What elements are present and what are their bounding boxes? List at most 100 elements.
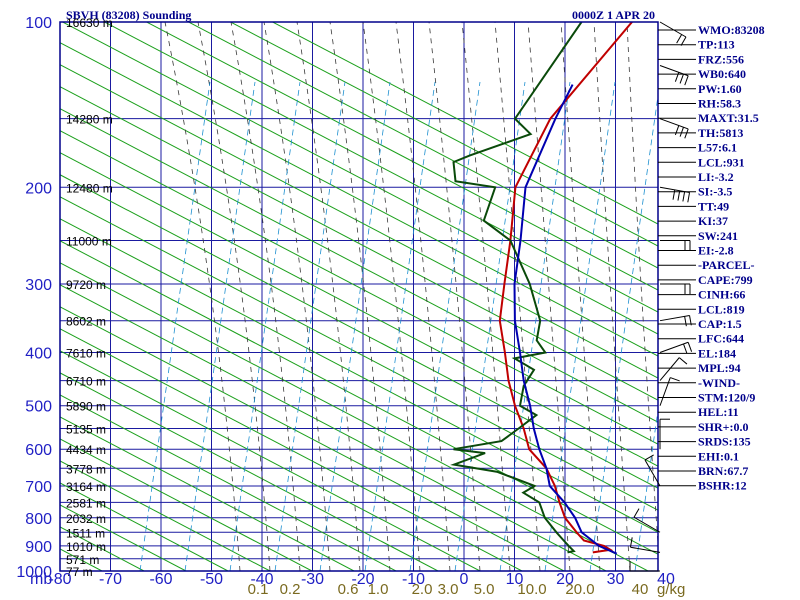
- dry-adiabat-line: [271, 22, 658, 225]
- wind-barb-flag: [684, 75, 689, 86]
- height-label: 11000 m: [66, 234, 112, 248]
- mixing-ratio-line: [184, 81, 256, 571]
- dry-adiabat-line: [229, 22, 658, 247]
- index-entry: HEL:11: [698, 405, 739, 419]
- wind-barb-flag: [678, 357, 688, 365]
- wind-barb-staff: [633, 516, 661, 533]
- height-label: 2032 m: [66, 512, 106, 526]
- mixing-ratio-label: 0.6: [338, 581, 359, 598]
- moist-adiabat-line: [494, 22, 541, 571]
- height-label: 5135 m: [66, 422, 106, 436]
- index-entry: SW:241: [698, 229, 738, 243]
- wind-barb-flag: [682, 191, 686, 202]
- mixing-ratio-unit-label: g/kg: [657, 581, 685, 598]
- height-label: 6710 m: [66, 375, 106, 389]
- mixing-ratio-line: [364, 81, 436, 571]
- wind-barb-flag: [679, 127, 684, 137]
- mixing-ratio-label: 3.0: [438, 581, 459, 598]
- dry-adiabat-line: [60, 42, 658, 357]
- dry-adiabat-line: [60, 108, 658, 423]
- height-label: 4434 m: [66, 443, 106, 457]
- wind-barb-flag: [676, 34, 683, 44]
- pressure-tick-label: 400: [25, 346, 52, 363]
- pressure-tick-label: 200: [25, 180, 52, 197]
- pressure-tick-labels: 100 200 300 400 500 600 700 800 900 1000: [16, 15, 52, 581]
- dry-adiabat-line: [60, 196, 658, 511]
- plot-frame: [59, 21, 659, 572]
- dry-adiabat-line: [60, 372, 439, 571]
- mixing-ratio-line: [499, 81, 571, 571]
- mixing-ratio-line: [139, 81, 211, 571]
- temperature-tick-label: 10: [506, 571, 524, 588]
- index-entry: WMO:83208: [698, 23, 765, 37]
- height-label: 1511 m: [66, 526, 105, 540]
- index-entry: LCL:819: [698, 302, 745, 316]
- wind-barb-staff: [659, 357, 680, 381]
- wind-barb-staff: [630, 546, 661, 553]
- moist-adiabat-line: [428, 22, 481, 571]
- index-entry: L57:6.1: [698, 141, 737, 155]
- index-entry: PW:1.60: [698, 82, 742, 96]
- pressure-tick-label: 800: [25, 511, 52, 528]
- dry-adiabat-line: [61, 22, 658, 335]
- index-entry: BSHR:12: [698, 479, 747, 493]
- mixing-ratio-label: 0.1: [248, 581, 269, 598]
- dry-adiabat-line: [60, 350, 481, 571]
- dry-adiabat-line: [60, 130, 658, 445]
- wind-barb-flag: [629, 537, 633, 548]
- moist-adiabat-line: [626, 22, 658, 549]
- pressure-tick-label: 900: [25, 539, 52, 556]
- height-label: 77 m: [66, 565, 93, 579]
- mixing-ratio-label: 1.0: [368, 581, 389, 598]
- moist-adiabat-line: [395, 22, 451, 571]
- pressure-tick-label: 1000: [16, 564, 52, 581]
- mixing-ratio-labels: 0.1 0.2 0.6 1.0 2.0 3.0 5.0 10.0 20.0 40: [248, 581, 649, 598]
- wind-barb-flag: [687, 342, 693, 352]
- mixing-ratio-label: 0.2: [280, 581, 301, 598]
- height-labels: 16630 m 14280 m 12480 m 11000 m 9720 m 8602 m…: [66, 16, 113, 579]
- moist-adiabat-line: [461, 22, 511, 571]
- index-entry: EHI:0.1: [698, 449, 739, 463]
- dry-adiabat-line: [60, 306, 565, 571]
- wind-barb-flag: [684, 128, 689, 139]
- temperature-tick-label: -60: [149, 571, 172, 588]
- dry-adiabat-line: [60, 174, 658, 489]
- index-entry: CAP:1.5: [698, 317, 742, 331]
- dry-adiabat-line: [60, 328, 523, 571]
- dry-adiabat-line: [60, 152, 658, 467]
- station-title: SBVH (83208) Sounding: [66, 8, 191, 22]
- index-entry: TH:5813: [698, 126, 743, 140]
- mixing-ratio-line: [319, 81, 391, 571]
- wind-barb-staff: [644, 459, 661, 487]
- index-entry: CAPE:799: [698, 273, 753, 287]
- temperature-tick-label: -70: [99, 571, 122, 588]
- dry-adiabat-line: [60, 64, 658, 379]
- temperature-tick-label: -10: [402, 571, 425, 588]
- wind-barb-flag: [644, 454, 654, 461]
- index-entry: EI:-2.8: [698, 244, 734, 258]
- index-entry: SHR+:0.0: [698, 420, 749, 434]
- temperature-tick-label: -20: [351, 571, 374, 588]
- index-entry: WB0:640: [698, 67, 746, 81]
- dry-adiabat-line: [60, 438, 313, 571]
- dry-adiabat-line: [60, 416, 355, 571]
- index-entry: LFC:644: [698, 332, 744, 346]
- mixing-ratio-line: [634, 407, 658, 571]
- index-entry: LCL:931: [698, 155, 745, 169]
- height-label: 8602 m: [66, 315, 106, 329]
- index-entry: SRDS:135: [698, 435, 751, 449]
- height-label: 3778 m: [66, 462, 106, 476]
- pressure-tick-label: 600: [25, 442, 52, 459]
- index-entry: STM:120/9: [698, 391, 755, 405]
- pressure-unit-label: mb: [30, 571, 52, 588]
- temperature-tick-label: -40: [250, 571, 273, 588]
- mixing-ratio-line: [409, 81, 481, 571]
- background-grid: [60, 22, 658, 571]
- pressure-tick-label: 500: [25, 399, 52, 416]
- dry-adiabat-line: [103, 22, 658, 313]
- index-entry: MAXT:31.5: [698, 111, 759, 125]
- moist-adiabat-line: [593, 22, 631, 571]
- mixing-ratio-label: 10.0: [517, 581, 546, 598]
- dry-adiabat-line: [60, 240, 658, 555]
- dry-adiabat-line: [145, 22, 658, 291]
